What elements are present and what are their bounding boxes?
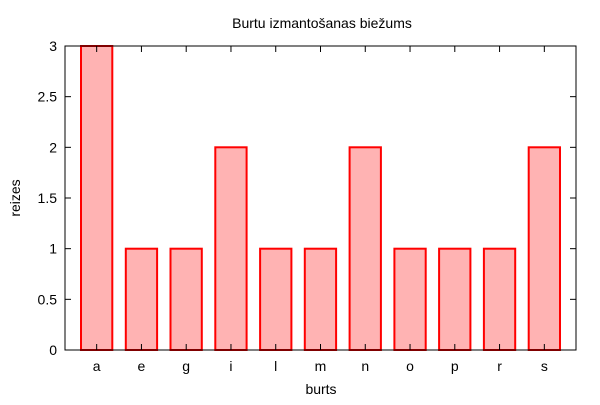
bar-o xyxy=(393,247,427,351)
bar-g xyxy=(169,247,203,351)
x-tick-label-g: g xyxy=(182,358,190,374)
bar-l xyxy=(259,247,293,351)
y-tick-label: 2 xyxy=(49,139,57,155)
y-axis-label: reizes xyxy=(7,179,23,216)
x-tick-label-a: a xyxy=(93,358,101,374)
x-tick-label-i: i xyxy=(229,358,232,374)
bar-e xyxy=(124,247,159,351)
y-tick-label: 1 xyxy=(49,241,57,257)
x-tick-label-p: p xyxy=(451,358,459,374)
axis-ticks: 0 0.5 1 1.5 2 2.5 3 a e g i l m n o p r s xyxy=(38,38,576,374)
bar-i xyxy=(214,146,248,351)
y-tick-label: 0 xyxy=(49,342,57,358)
x-tick-label-r: r xyxy=(497,358,502,374)
y-tick-label: 0.5 xyxy=(38,291,58,307)
bar-p xyxy=(438,247,472,351)
bar-s xyxy=(527,146,562,351)
bar-r xyxy=(482,247,517,351)
x-tick-label-o: o xyxy=(406,358,414,374)
y-tick-label: 3 xyxy=(49,38,57,54)
x-tick-label-s: s xyxy=(541,358,548,374)
y-tick-label: 1.5 xyxy=(38,190,58,206)
chart-title: Burtu izmantošanas biežums xyxy=(232,15,412,31)
x-axis-label: burts xyxy=(305,381,336,397)
x-tick-label-m: m xyxy=(315,358,327,374)
x-tick-label-n: n xyxy=(361,358,369,374)
bar-n xyxy=(348,146,382,351)
x-tick-label-e: e xyxy=(138,358,146,374)
x-tick-label-l: l xyxy=(274,358,277,374)
y-tick-label: 2.5 xyxy=(38,89,58,105)
bar-m xyxy=(303,247,338,351)
bars xyxy=(80,45,562,351)
bar-a xyxy=(80,45,114,351)
